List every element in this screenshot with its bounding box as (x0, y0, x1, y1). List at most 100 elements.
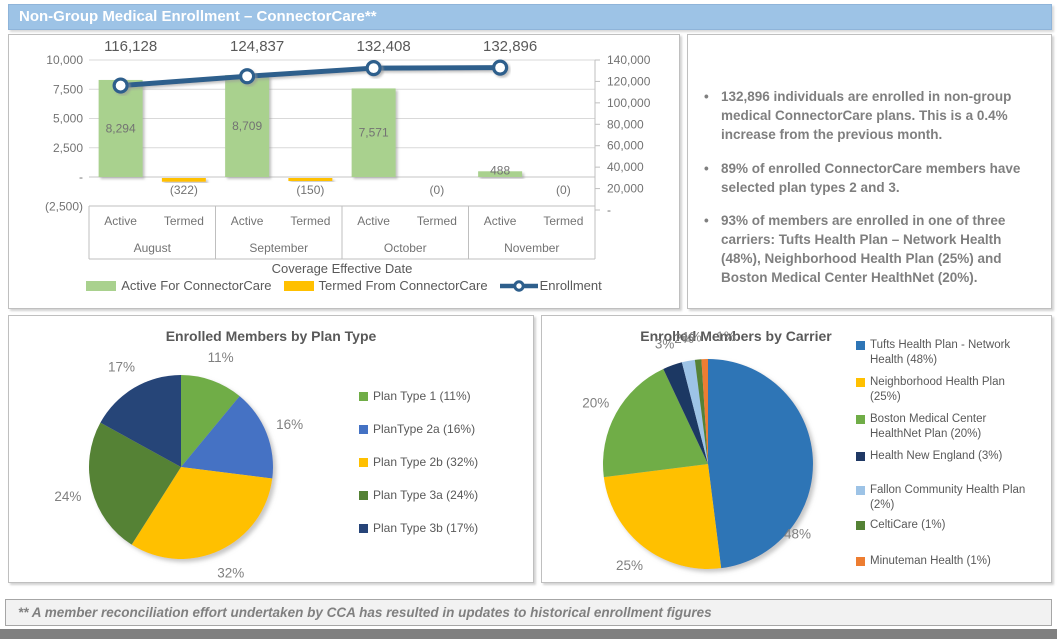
legend-item-1: Tufts Health Plan - Network Health (48%) (856, 338, 1034, 368)
pie-pct-label: 20% (582, 395, 609, 410)
termed-bar-label: (150) (296, 183, 324, 197)
pie-slices (603, 359, 813, 569)
termed-bar-september (288, 178, 333, 181)
pie-pct-label: 3% (655, 336, 675, 351)
pie-pct-label: 16% (276, 417, 303, 432)
subcategory-label: Termed (417, 214, 457, 228)
pie-pct-label: 25% (616, 558, 643, 573)
legend-label: Plan Type 3b (17%) (373, 521, 479, 535)
legend-swatch (283, 280, 314, 291)
active-bar-september (225, 75, 270, 177)
right-axis-tick-label: 20,000 (607, 182, 644, 196)
insight-bullet-3: • 93% of members are enrolled in one of … (704, 212, 1039, 288)
legend-swatch (856, 378, 865, 387)
enrollment-value-label: 132,408 (357, 38, 411, 55)
legend-item-5: Plan Type 3b (17%) (359, 521, 478, 535)
right-axis-tick-label: 80,000 (607, 117, 644, 131)
legend-label: Minuteman Health (1%) (870, 555, 991, 567)
enrollment-value-label: 132,896 (483, 38, 537, 55)
carrier-pie-chart: 48%25%20%3% 2%1% 1% (582, 329, 813, 573)
enrollment-combo-chart-panel: 10,000 7,500 5,000 2,500 - (2,500) 140,000 120,… (8, 34, 680, 309)
legend-label: Fallon Community Health Plan (2%) (870, 484, 1026, 511)
enrollment-marker (112, 77, 129, 94)
left-axis-tick: 2,500 (53, 141, 83, 155)
legend-label: Enrollment (539, 278, 602, 293)
footnote-text: ** A member reconciliation effort undert… (18, 605, 712, 620)
footnote-bar: ** A member reconciliation effort undert… (5, 599, 1052, 626)
right-axis-tick-label: 60,000 (607, 139, 644, 153)
subcategory-label: Active (231, 214, 264, 228)
right-axis-tick-label: 100,000 (607, 96, 651, 110)
pie-slice-6 (694, 359, 708, 464)
pie-pct-label: 2% (674, 331, 694, 346)
pie-slice-2 (181, 396, 273, 479)
pie-slices (89, 375, 273, 559)
legend-swatch (856, 486, 865, 495)
pie-pct-label: 1% (682, 329, 702, 344)
legend-item-2: Neighborhood Health Plan (25%) (856, 375, 1034, 405)
plan-type-pie-legend: Plan Type 1 (11%) PlanType 2a (16%) Plan T… (359, 389, 478, 554)
left-axis-tick: - (79, 170, 83, 184)
legend-item-7: Minuteman Health (1%) (856, 554, 1034, 569)
legend-swatch (856, 452, 865, 461)
right-axis-tick-label: 140,000 (607, 53, 651, 67)
legend-item-2: Termed From ConnectorCare (283, 278, 488, 293)
legend-swatch (359, 424, 368, 434)
legend-item-5: Fallon Community Health Plan (2%) (856, 483, 1034, 513)
insight-text-1: 132,896 individuals are enrolled in non-… (721, 89, 1012, 142)
legend-label: Health New England (3%) (870, 450, 1003, 462)
insight-bullet-1: • 132,896 individuals are enrolled in no… (704, 88, 1039, 145)
legend-label: CeltiCare (1%) (870, 519, 946, 531)
insights-bullet-list: • 132,896 individuals are enrolled in no… (688, 35, 1051, 288)
left-axis-tick: 7,500 (53, 82, 83, 96)
subcategory-label: Active (484, 214, 517, 228)
legend-label: Active For ConnectorCare (121, 278, 272, 293)
legend-item-4: Plan Type 3a (24%) (359, 488, 478, 502)
month-label: November (504, 241, 559, 255)
pie-slice-2 (603, 464, 722, 569)
enrollment-marker (492, 59, 509, 76)
active-bar-august (98, 79, 143, 177)
pie-slice-5 (100, 375, 181, 467)
bullet-icon: • (704, 89, 709, 104)
active-bar-label: 8,709 (232, 119, 262, 133)
legend-item-1: Active For ConnectorCare (86, 278, 272, 293)
legend-label: Boston Medical Center HealthNet Plan (20… (870, 413, 987, 440)
legend-label: Plan Type 1 (11%) (373, 389, 471, 403)
pie-slice-4 (89, 422, 181, 545)
legend-label: PlanType 2a (16%) (373, 422, 476, 436)
insight-bullet-2: • 89% of enrolled ConnectorCare members … (704, 160, 1039, 198)
carrier-pie-legend: Tufts Health Plan - Network Health (48%)… (856, 338, 1034, 569)
pie-slice-1 (708, 359, 813, 569)
pie-slice-3 (603, 368, 708, 478)
legend-item-6: CeltiCare (1%) (856, 518, 1034, 533)
active-bar-label: 7,571 (359, 126, 389, 140)
enrollment-value-label: 124,837 (230, 38, 284, 55)
subcategory-label: Active (104, 214, 137, 228)
legend-label: Plan Type 3a (24%) (373, 488, 479, 502)
enrollment-marker (239, 68, 256, 85)
legend-label: Termed From ConnectorCare (318, 278, 488, 293)
legend-swatch (856, 415, 865, 424)
pie-slice-1 (181, 375, 240, 467)
legend-swatch (359, 457, 368, 467)
legend-item-1: Plan Type 1 (11%) (359, 389, 478, 403)
legend-swatch (856, 341, 865, 350)
legend-swatch (856, 521, 865, 530)
left-axis-tick: (2,500) (45, 199, 83, 213)
month-label: October (384, 241, 427, 255)
carrier-pie-panel: Enrolled Members by Carrier 48% 25% 20% 3% 2… (541, 315, 1052, 583)
insight-text-2: 89% of enrolled ConnectorCare members ha… (721, 160, 1021, 195)
left-axis-tick: 5,000 (53, 112, 83, 126)
legend-swatch (856, 557, 865, 566)
legend-swatch (359, 490, 368, 500)
enrollment-marker (365, 60, 382, 77)
pie-pct-label: 48% (784, 527, 811, 542)
month-label: August (134, 241, 172, 255)
legend-item-3: Plan Type 2b (32%) (359, 455, 478, 469)
month-label: September (249, 241, 308, 255)
carrier-pie-title: Enrolled Members by Carrier (640, 328, 832, 344)
right-axis-tick-label: - (607, 203, 611, 217)
bottom-gray-bar (0, 629, 1057, 639)
enrollment-combo-chart: 10,000 7,500 5,000 2,500 - (2,500) 140,000 120,… (45, 38, 651, 276)
